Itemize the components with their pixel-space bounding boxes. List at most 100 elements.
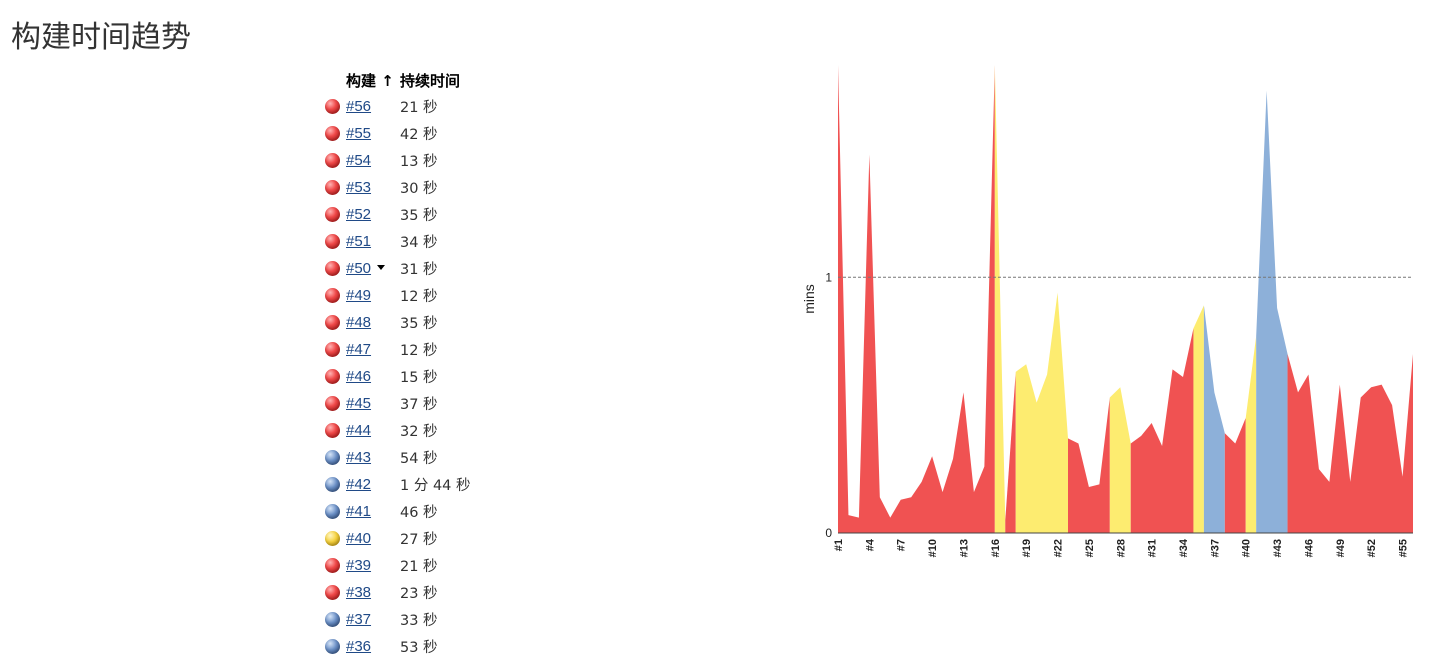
status-cell [322,633,346,660]
build-link[interactable]: #53 [346,179,372,196]
table-row: #37 33 秒 [322,606,471,633]
status-ball-icon [325,179,340,195]
area-segment-success [1256,90,1288,534]
duration-cell: 53 秒 [400,640,438,656]
status-ball-icon [325,341,340,357]
build-number-cell: #48 [346,309,400,336]
build-link[interactable]: #37 [346,611,372,628]
x-tick-label: #34 [1178,538,1190,557]
area-segment-unstable [1015,292,1068,533]
status-cell [322,174,346,201]
build-link[interactable]: #44 [346,422,372,439]
x-tick-label: #28 [1115,539,1127,557]
build-menu-caret-icon[interactable] [377,265,386,271]
status-cell [322,120,346,147]
status-ball-icon [325,638,340,654]
build-number-cell: #47 [346,336,400,363]
status-ball-icon [325,611,340,627]
duration-cell: 33 秒 [400,613,438,629]
build-link[interactable]: #46 [346,368,372,385]
status-cell [322,363,346,390]
area-segment-unstable [1193,305,1204,533]
status-cell [322,255,346,282]
area-segment-failed [838,65,995,533]
x-tick-label: #46 [1303,539,1315,557]
x-tick-label: #52 [1366,539,1378,557]
table-row: #39 21 秒 [322,552,471,579]
table-row: #41 46 秒 [322,498,471,525]
table-row: #44 32 秒 [322,417,471,444]
build-number-cell: #51 [346,228,400,255]
status-ball-icon [325,449,340,465]
build-link[interactable]: #50 [346,260,372,277]
table-row: #55 42 秒 [322,120,471,147]
table-header-row: 构建 ↑ 持续时间 [322,67,471,93]
duration-cell: 54 秒 [400,451,438,467]
column-header-build[interactable]: 构建 ↑ [346,71,394,90]
x-tick-label: #37 [1209,539,1221,557]
x-tick-label: #7 [896,539,908,551]
status-ball-icon [325,557,340,573]
build-link[interactable]: #49 [346,287,372,304]
duration-cell: 12 秒 [400,289,438,305]
status-ball-icon [325,260,340,276]
build-link[interactable]: #36 [346,638,372,655]
table-row: #46 15 秒 [322,363,471,390]
status-ball-icon [325,476,340,492]
build-link[interactable]: #39 [346,557,372,574]
status-ball-icon [325,125,340,141]
duration-cell: 31 秒 [400,262,438,278]
build-number-cell: #54 [346,147,400,174]
table-row: #36 53 秒 [322,633,471,660]
build-link[interactable]: #38 [346,584,372,601]
column-header-duration[interactable]: 持续时间 [400,71,461,90]
build-link[interactable]: #56 [346,98,372,115]
build-link[interactable]: #51 [346,233,372,250]
x-tick-label: #49 [1335,539,1347,557]
build-history-table: 构建 ↑ 持续时间 #56 21 秒 #55 42 秒 #54 13 秒 #53 30 秒 #5… [322,67,471,660]
table-row: #49 12 秒 [322,282,471,309]
status-cell [322,201,346,228]
build-link[interactable]: #45 [346,395,372,412]
build-number-cell: #43 [346,444,400,471]
status-ball-icon [325,503,340,519]
x-tick-label: #13 [958,539,970,557]
build-number-cell: #40 [346,525,400,552]
build-link[interactable]: #41 [346,503,372,520]
build-number-cell: #38 [346,579,400,606]
duration-cell: 35 秒 [400,208,438,224]
status-ball-icon [325,368,340,384]
duration-cell: 27 秒 [400,532,438,548]
table-row: #54 13 秒 [322,147,471,174]
table-row: #48 35 秒 [322,309,471,336]
x-tick-label: #4 [864,538,876,551]
duration-cell: 21 秒 [400,559,438,575]
build-link[interactable]: #40 [346,530,372,547]
area-segment-success [1203,305,1225,533]
status-ball-icon [325,98,340,114]
status-cell [322,444,346,471]
status-cell [322,606,346,633]
status-cell [322,498,346,525]
x-tick-label: #19 [1021,539,1033,557]
build-link[interactable]: #43 [346,449,372,466]
build-number-cell: #50 [346,255,400,282]
x-tick-label: #1 [833,539,845,551]
duration-cell: 15 秒 [400,370,438,386]
duration-cell: 30 秒 [400,181,438,197]
build-number-cell: #45 [346,390,400,417]
build-link[interactable]: #54 [346,152,372,169]
y-tick-label: 1 [825,270,832,284]
table-row: #43 54 秒 [322,444,471,471]
build-link[interactable]: #48 [346,314,372,331]
status-cell [322,417,346,444]
build-link[interactable]: #52 [346,206,372,223]
duration-cell: 21 秒 [400,100,438,116]
build-link[interactable]: #42 [346,476,372,493]
build-link[interactable]: #47 [346,341,372,358]
status-cell [322,282,346,309]
build-number-cell: #46 [346,363,400,390]
build-time-trend-chart: 0 1 #1 #4 #7 #10 #13 #16 #19 #22 #25 #28 #31 #34 #37 #… [801,65,1413,557]
duration-cell: 42 秒 [400,127,438,143]
build-link[interactable]: #55 [346,125,372,142]
